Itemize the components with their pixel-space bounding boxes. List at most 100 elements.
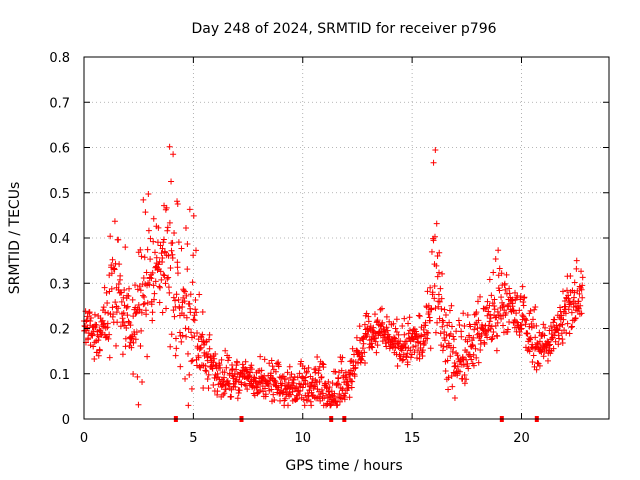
data-point xyxy=(271,396,278,403)
data-point xyxy=(579,294,586,301)
data-point xyxy=(206,331,213,338)
data-point xyxy=(404,350,411,357)
data-point xyxy=(221,390,228,397)
data-point xyxy=(536,329,543,336)
data-point xyxy=(272,368,279,375)
data-point xyxy=(170,307,177,314)
data-point xyxy=(205,385,212,392)
data-point xyxy=(230,373,237,380)
data-point xyxy=(502,286,509,293)
data-point xyxy=(339,385,346,392)
data-point xyxy=(127,322,134,329)
data-point xyxy=(175,296,182,303)
data-point xyxy=(551,316,558,323)
data-point xyxy=(218,356,225,363)
data-point xyxy=(429,289,436,296)
data-point xyxy=(397,353,404,360)
data-point xyxy=(494,319,501,326)
data-point xyxy=(130,371,137,378)
data-point xyxy=(464,312,471,319)
data-point xyxy=(418,332,425,339)
data-point xyxy=(162,280,169,287)
data-point xyxy=(108,270,115,277)
data-point xyxy=(253,384,260,391)
data-point xyxy=(163,305,170,312)
data-point xyxy=(173,345,180,352)
data-point xyxy=(156,299,163,306)
data-point xyxy=(347,371,354,378)
data-point xyxy=(449,348,456,355)
data-point xyxy=(399,357,406,364)
data-point xyxy=(149,317,156,324)
data-point xyxy=(132,336,139,343)
data-point xyxy=(165,252,172,259)
data-point xyxy=(268,386,275,393)
data-point xyxy=(172,335,179,342)
data-point xyxy=(282,386,289,393)
data-point xyxy=(258,367,265,374)
data-point xyxy=(123,324,130,331)
data-point xyxy=(557,304,564,311)
y-tick-label: 0.1 xyxy=(49,368,70,383)
data-point xyxy=(95,352,102,359)
data-point xyxy=(204,376,211,383)
data-point xyxy=(185,326,192,333)
data-point xyxy=(311,394,318,401)
data-point xyxy=(188,385,195,392)
data-point xyxy=(420,326,427,333)
data-point xyxy=(419,347,426,354)
data-point xyxy=(431,233,438,240)
data-point xyxy=(182,325,189,332)
data-point xyxy=(257,387,264,394)
data-point xyxy=(138,309,145,316)
data-point xyxy=(175,239,182,246)
data-point xyxy=(428,306,435,313)
data-point xyxy=(129,296,136,303)
data-point xyxy=(189,357,196,364)
data-point xyxy=(513,318,520,325)
data-point xyxy=(578,310,585,317)
data-point xyxy=(533,366,540,373)
data-point xyxy=(121,322,128,329)
data-point xyxy=(199,331,206,338)
data-point xyxy=(358,349,365,356)
data-point xyxy=(192,247,199,254)
data-point xyxy=(101,284,108,291)
data-point xyxy=(286,363,293,370)
data-point xyxy=(473,309,480,316)
data-point xyxy=(133,329,140,336)
data-point xyxy=(108,262,115,269)
data-point xyxy=(174,270,181,277)
data-point xyxy=(512,289,518,296)
data-point xyxy=(150,238,157,245)
data-point xyxy=(318,386,325,393)
data-point xyxy=(424,335,431,342)
data-point xyxy=(319,390,326,397)
data-point xyxy=(304,397,311,404)
data-point xyxy=(562,303,569,310)
data-point xyxy=(533,322,540,329)
data-point xyxy=(516,307,523,314)
data-point xyxy=(150,215,157,222)
data-point xyxy=(115,280,122,287)
data-point xyxy=(147,235,154,242)
data-point xyxy=(268,357,275,364)
data-point xyxy=(383,313,390,320)
data-point xyxy=(140,301,147,308)
data-point xyxy=(113,342,120,349)
y-tick-label: 0.4 xyxy=(49,232,70,247)
data-point xyxy=(555,335,562,342)
data-point xyxy=(226,354,233,361)
data-point xyxy=(174,200,181,207)
data-point xyxy=(494,333,501,340)
data-point xyxy=(318,374,325,381)
data-point xyxy=(382,340,389,347)
data-point xyxy=(222,347,229,354)
data-point xyxy=(134,286,141,293)
data-point xyxy=(166,289,173,296)
data-point xyxy=(297,388,304,395)
data-point xyxy=(449,383,456,390)
data-point xyxy=(343,374,350,381)
data-point xyxy=(412,328,419,335)
data-point xyxy=(197,344,204,351)
